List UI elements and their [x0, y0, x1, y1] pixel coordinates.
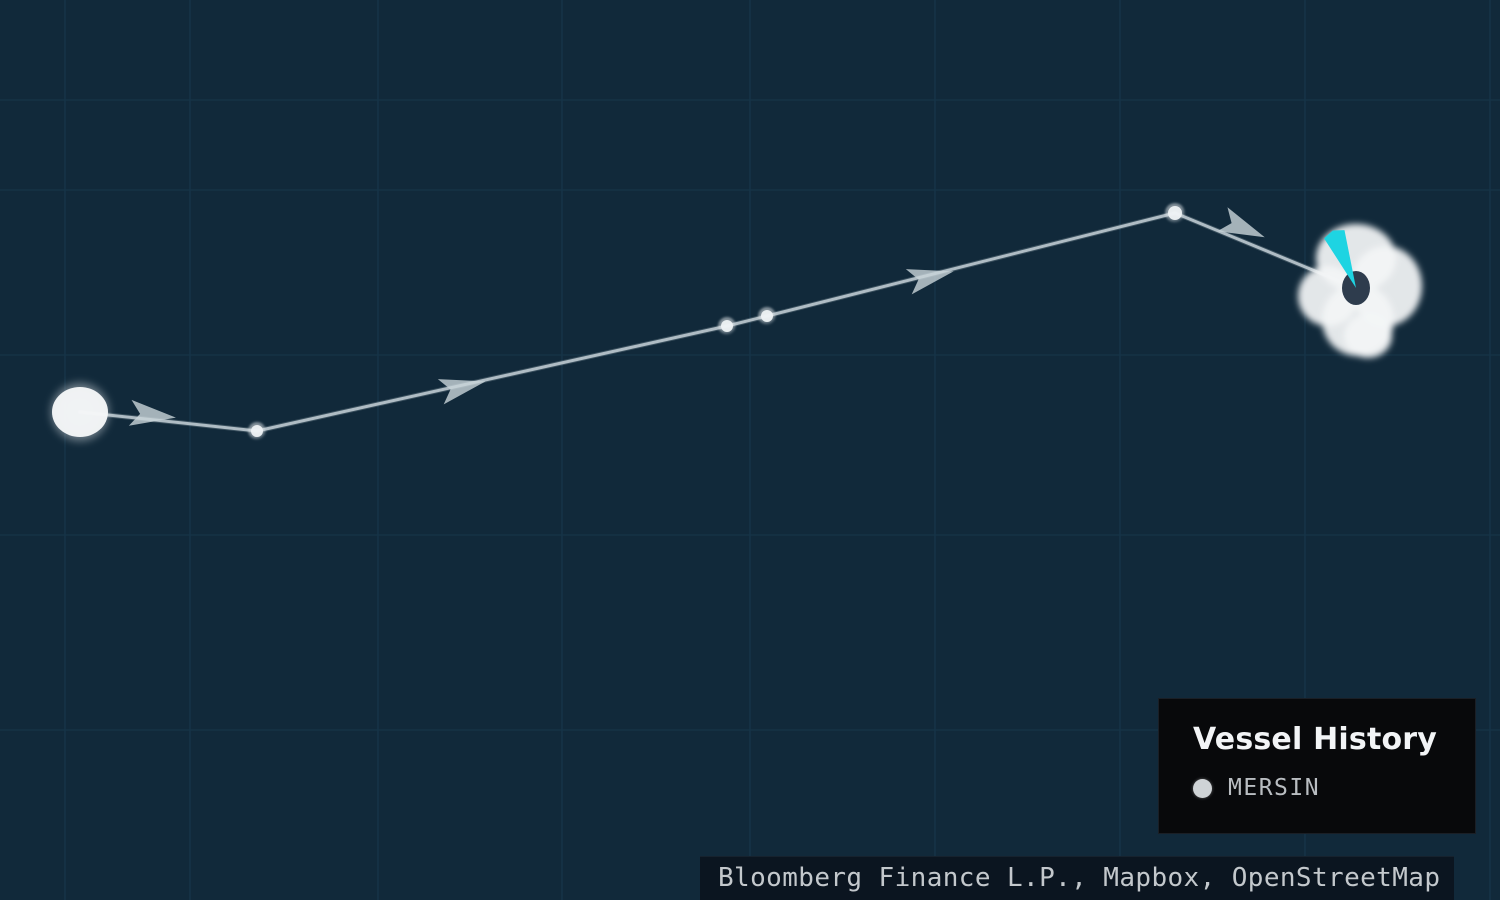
- legend-swatch-icon: [1193, 778, 1212, 798]
- legend-title: Vessel History: [1193, 722, 1438, 757]
- map-attribution-bar[interactable]: Bloomberg Finance L.P., Mapbox, OpenStre…: [700, 856, 1455, 900]
- vessel-marker[interactable]: [1298, 224, 1422, 358]
- attribution-text: Bloomberg Finance L.P., Mapbox, OpenStre…: [718, 863, 1441, 893]
- vessel-history-legend[interactable]: Vessel History MERSIN: [1158, 698, 1476, 834]
- track-polyline: [77, 210, 1359, 434]
- legend-item-list: MERSIN: [1193, 775, 1475, 801]
- track-waypoints[interactable]: [47, 203, 1185, 445]
- legend-item-label: MERSIN: [1228, 775, 1321, 801]
- legend-item[interactable]: MERSIN: [1193, 775, 1475, 801]
- track-direction-arrows: [128, 207, 1265, 426]
